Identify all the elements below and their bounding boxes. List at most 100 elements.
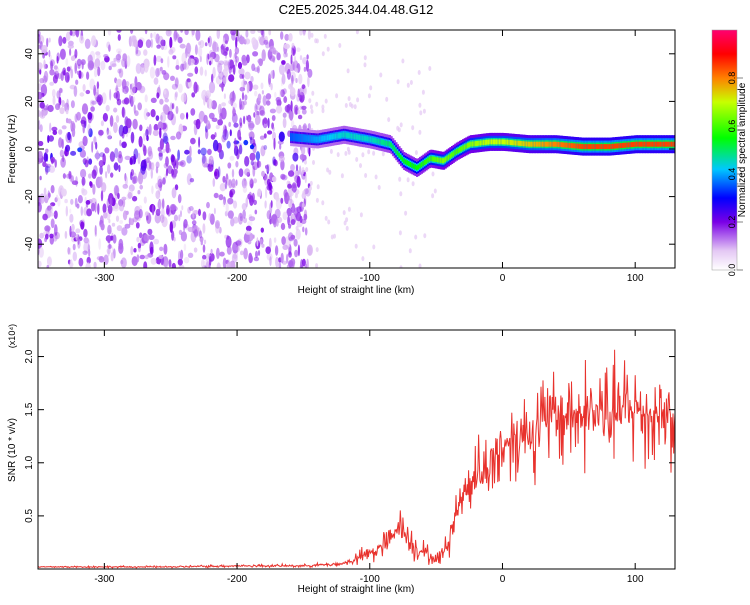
trace-cell [293, 134, 296, 140]
noise-speckle [69, 213, 74, 223]
noise-speckle [61, 100, 65, 108]
trace-cell [544, 141, 548, 147]
noise-speckle [103, 54, 109, 58]
trace-cell [417, 164, 420, 170]
noise-speckle [291, 42, 295, 48]
noise-speckle [249, 136, 253, 145]
noise-speckle [259, 105, 265, 116]
noise-speckle [203, 239, 207, 245]
noise-speckle [247, 118, 252, 127]
noise-speckle [65, 132, 72, 144]
noise-speckle [43, 187, 47, 197]
trace-cell [672, 141, 675, 147]
y-tick-label: 20 [24, 95, 35, 107]
noise-speckle [249, 152, 256, 161]
trace-cell [600, 144, 603, 150]
trace-cell [474, 141, 478, 147]
noise-speckle [179, 43, 186, 49]
noise-speckle [113, 107, 118, 113]
noise-speckle [147, 146, 153, 157]
noise-speckle [163, 243, 168, 255]
noise-speckle [98, 129, 104, 136]
noise-speckle [195, 118, 201, 130]
trace-cell [360, 135, 363, 141]
trace-cell [301, 135, 304, 141]
noise-speckle [114, 147, 119, 159]
noise-speckle [117, 154, 123, 164]
noise-speckle [93, 68, 98, 78]
noise-speckle [137, 190, 141, 195]
noise-speckle [216, 247, 220, 260]
noise-speckle [156, 92, 160, 99]
noise-speckle [57, 73, 62, 80]
noise-speckle [113, 92, 118, 99]
trace-cell [519, 140, 522, 146]
trace-cell [567, 142, 570, 148]
noise-speckle [187, 226, 194, 233]
noise-speckle [159, 246, 164, 252]
trace-cell [669, 141, 672, 147]
noise-speckle [328, 169, 332, 175]
noise-speckle [42, 213, 48, 221]
noise-speckle [174, 92, 178, 101]
noise-speckle [180, 249, 184, 260]
colorbar-tick-label: 0.8 [727, 72, 737, 85]
noise-speckle [239, 73, 243, 79]
noise-speckle [85, 89, 91, 95]
noise-speckle [138, 136, 143, 148]
noise-speckle [180, 231, 187, 242]
trace-cell [341, 132, 344, 138]
noise-speckle [158, 260, 161, 265]
trace-cell [393, 146, 396, 152]
noise-speckle [77, 234, 80, 246]
noise-speckle [83, 228, 88, 238]
noise-speckle [39, 175, 42, 181]
noise-speckle [183, 222, 186, 232]
noise-speckle [88, 248, 91, 257]
noise-speckle [269, 108, 276, 114]
noise-speckle [347, 206, 351, 212]
noise-speckle [111, 222, 116, 227]
trace-cell [353, 134, 356, 140]
colorbar-gradient [712, 30, 737, 270]
trace-cell [408, 161, 411, 167]
trace-cell [572, 143, 575, 149]
noise-speckle [227, 59, 234, 71]
trace-cell [296, 135, 299, 141]
noise-speckle [82, 124, 85, 134]
noise-speckle [176, 34, 180, 41]
noise-speckle [55, 194, 59, 202]
noise-speckle [257, 192, 260, 197]
noise-speckle [221, 134, 226, 143]
noise-speckle [72, 251, 78, 262]
noise-speckle [127, 191, 133, 199]
trace-cell [387, 141, 390, 147]
noise-speckle [58, 35, 63, 47]
noise-speckle [363, 55, 367, 61]
noise-speckle [98, 160, 104, 167]
noise-speckle [85, 200, 91, 205]
noise-speckle [285, 52, 288, 58]
noise-speckle [247, 232, 254, 242]
noise-speckle [261, 170, 265, 177]
noise-speckle [165, 168, 169, 177]
noise-speckle [290, 100, 293, 112]
noise-speckle [50, 60, 53, 71]
trace-cell [629, 142, 632, 148]
noise-speckle [133, 248, 137, 253]
noise-speckle [235, 56, 240, 63]
noise-speckle [162, 148, 166, 154]
noise-speckle [49, 233, 54, 239]
noise-speckle [222, 75, 227, 86]
trace-cell [632, 142, 635, 147]
trace-cell [597, 144, 600, 150]
noise-speckle [79, 92, 85, 97]
trace-cell [398, 152, 401, 158]
noise-speckle [135, 81, 142, 91]
trace-cell [634, 141, 637, 147]
noise-speckle [68, 170, 72, 180]
trace-cell [513, 140, 516, 146]
noise-speckle [124, 176, 128, 186]
noise-speckle [428, 66, 432, 71]
